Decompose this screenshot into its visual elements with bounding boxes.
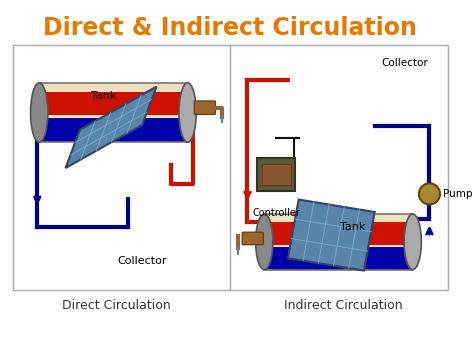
Text: Direct & Indirect Circulation: Direct & Indirect Circulation — [43, 16, 417, 40]
FancyBboxPatch shape — [257, 159, 295, 191]
Text: Direct Circulation: Direct Circulation — [62, 299, 171, 312]
Text: Indirect Circulation: Indirect Circulation — [284, 299, 402, 312]
FancyBboxPatch shape — [39, 92, 188, 116]
Circle shape — [419, 184, 440, 204]
Polygon shape — [288, 199, 374, 271]
FancyBboxPatch shape — [39, 118, 188, 142]
Text: Collector: Collector — [118, 256, 167, 266]
Text: Tank: Tank — [91, 91, 117, 101]
Text: Collector: Collector — [382, 58, 428, 68]
Text: Pump: Pump — [443, 189, 473, 199]
FancyBboxPatch shape — [13, 45, 447, 290]
FancyBboxPatch shape — [264, 222, 413, 245]
Text: Tank: Tank — [340, 221, 365, 232]
Ellipse shape — [404, 214, 421, 270]
FancyBboxPatch shape — [264, 247, 413, 270]
FancyBboxPatch shape — [39, 83, 188, 142]
FancyBboxPatch shape — [264, 214, 413, 270]
Ellipse shape — [30, 83, 48, 142]
FancyBboxPatch shape — [194, 101, 215, 114]
Ellipse shape — [179, 83, 196, 142]
Text: Controller: Controller — [252, 208, 300, 218]
FancyBboxPatch shape — [262, 164, 291, 185]
Polygon shape — [65, 87, 156, 168]
Ellipse shape — [255, 214, 273, 270]
FancyBboxPatch shape — [242, 232, 263, 245]
